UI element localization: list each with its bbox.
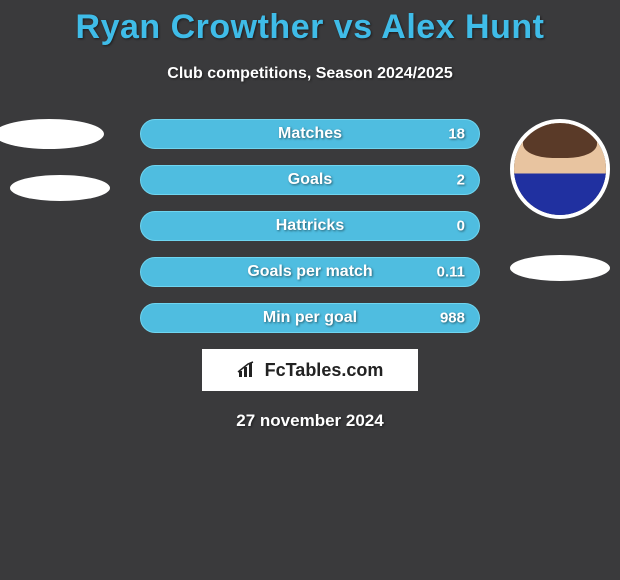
brand-text: FcTables.com	[265, 360, 384, 381]
stat-value-right: 0.11	[437, 264, 465, 281]
stat-label: Goals	[141, 171, 479, 189]
player-right	[500, 119, 620, 281]
date-label: 27 november 2024	[0, 411, 620, 431]
stat-value-right: 0	[457, 218, 465, 235]
stat-bar-matches: Matches 18	[140, 119, 480, 149]
player-right-avatar	[510, 119, 610, 219]
stat-bar-goals: Goals 2	[140, 165, 480, 195]
player-left	[0, 119, 120, 201]
stat-value-right: 18	[448, 126, 465, 143]
stat-label: Hattricks	[141, 217, 479, 235]
brand-box: FcTables.com	[202, 349, 418, 391]
subtitle: Club competitions, Season 2024/2025	[0, 65, 620, 83]
bar-chart-icon	[237, 361, 259, 379]
stat-label: Matches	[141, 125, 479, 143]
avatar-face	[514, 123, 606, 215]
stats-area: Matches 18 Goals 2 Hattricks 0 Goals per…	[0, 119, 620, 333]
avatar-hair	[523, 123, 597, 158]
player-left-name-placeholder	[10, 175, 110, 201]
stat-bar-min-per-goal: Min per goal 988	[140, 303, 480, 333]
stat-label: Goals per match	[141, 263, 479, 281]
stat-bar-goals-per-match: Goals per match 0.11	[140, 257, 480, 287]
player-left-avatar-placeholder	[0, 119, 104, 149]
stat-bar-hattricks: Hattricks 0	[140, 211, 480, 241]
player-right-name-placeholder	[510, 255, 610, 281]
page-title: Ryan Crowther vs Alex Hunt	[0, 0, 620, 47]
stat-value-right: 2	[457, 172, 465, 189]
stat-bars: Matches 18 Goals 2 Hattricks 0 Goals per…	[140, 119, 480, 333]
stat-value-right: 988	[440, 310, 465, 327]
stat-label: Min per goal	[141, 309, 479, 327]
